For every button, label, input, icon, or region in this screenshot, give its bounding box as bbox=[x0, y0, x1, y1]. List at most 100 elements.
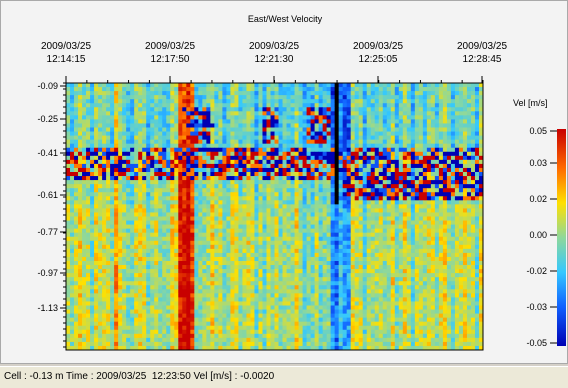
heatmap-cell bbox=[210, 233, 214, 237]
heatmap-cell bbox=[178, 119, 182, 123]
heatmap-cell bbox=[379, 128, 383, 132]
heatmap-cell bbox=[218, 132, 222, 136]
heatmap-cell bbox=[190, 192, 194, 196]
heatmap-cell bbox=[210, 160, 214, 164]
heatmap-cell bbox=[94, 176, 98, 180]
heatmap-cell bbox=[319, 152, 323, 156]
heatmap-cell bbox=[463, 148, 467, 152]
heatmap-cell bbox=[82, 152, 86, 156]
heatmap-cell bbox=[150, 188, 154, 192]
heatmap-cell bbox=[150, 172, 154, 176]
heatmap-cell bbox=[391, 87, 395, 91]
heatmap-cell bbox=[343, 128, 347, 132]
heatmap-cell bbox=[178, 160, 182, 164]
heatmap-cell bbox=[222, 148, 226, 152]
heatmap-cell bbox=[419, 237, 423, 241]
heatmap-cell bbox=[270, 99, 274, 103]
heatmap-cell bbox=[102, 253, 106, 257]
heatmap-cell bbox=[303, 225, 307, 229]
heatmap-cell bbox=[214, 87, 218, 91]
heatmap-cell bbox=[170, 172, 174, 176]
heatmap-cell bbox=[435, 265, 439, 269]
heatmap-cell bbox=[435, 95, 439, 99]
heatmap-cell bbox=[230, 200, 234, 204]
heatmap-cell bbox=[82, 83, 86, 87]
heatmap-cell bbox=[242, 261, 246, 265]
heatmap-cell bbox=[371, 212, 375, 216]
heatmap-cell bbox=[435, 184, 439, 188]
heatmap-cell bbox=[275, 99, 279, 103]
heatmap-cell bbox=[347, 107, 351, 111]
heatmap-cell bbox=[311, 128, 315, 132]
heatmap-cell bbox=[186, 229, 190, 233]
heatmap-cell bbox=[431, 140, 435, 144]
heatmap-cell bbox=[291, 221, 295, 225]
heatmap-cell bbox=[134, 192, 138, 196]
heatmap-cell bbox=[198, 111, 202, 115]
heatmap-cell bbox=[238, 156, 242, 160]
heatmap-cell bbox=[206, 269, 210, 273]
heatmap-cell bbox=[387, 152, 391, 156]
heatmap-cell bbox=[270, 160, 274, 164]
heatmap-cell bbox=[146, 225, 150, 229]
heatmap-cell bbox=[174, 136, 178, 140]
heatmap-cell bbox=[210, 164, 214, 168]
heatmap-cell bbox=[283, 261, 287, 265]
heatmap-cell bbox=[110, 156, 114, 160]
heatmap-cell bbox=[367, 245, 371, 249]
heatmap-cell bbox=[343, 103, 347, 107]
heatmap-cell bbox=[182, 265, 186, 269]
heatmap-cell bbox=[146, 180, 150, 184]
heatmap-cell bbox=[178, 132, 182, 136]
heatmap-cell bbox=[90, 245, 94, 249]
heatmap-cell bbox=[347, 144, 351, 148]
heatmap-cell bbox=[242, 217, 246, 221]
heatmap-cell bbox=[339, 140, 343, 144]
heatmap-cell bbox=[371, 107, 375, 111]
heatmap-cell bbox=[170, 140, 174, 144]
heatmap-cell bbox=[126, 119, 130, 123]
heatmap-cell bbox=[118, 136, 122, 140]
heatmap-cell bbox=[118, 221, 122, 225]
heatmap-cell bbox=[407, 152, 411, 156]
heatmap-cell bbox=[303, 168, 307, 172]
heatmap-cell bbox=[471, 91, 475, 95]
heatmap-cell bbox=[323, 257, 327, 261]
heatmap-cell bbox=[287, 132, 291, 136]
heatmap-cell bbox=[114, 233, 118, 237]
heatmap-cell bbox=[443, 196, 447, 200]
heatmap-cell bbox=[411, 261, 415, 265]
heatmap-cell bbox=[455, 103, 459, 107]
heatmap-cell bbox=[238, 237, 242, 241]
heatmap-cell bbox=[78, 152, 82, 156]
heatmap-cell bbox=[238, 257, 242, 261]
heatmap-cell bbox=[351, 233, 355, 237]
heatmap-cell bbox=[331, 87, 335, 91]
heatmap-cell bbox=[327, 132, 331, 136]
heatmap-cell bbox=[447, 217, 451, 221]
heatmap-cell bbox=[379, 245, 383, 249]
heatmap-cell bbox=[395, 200, 399, 204]
heatmap-cell bbox=[250, 241, 254, 245]
velocity-chart[interactable]: East/West Velocity 2009/03/2512:14:15200… bbox=[1, 1, 567, 363]
heatmap-cell bbox=[275, 261, 279, 265]
heatmap-cell bbox=[315, 265, 319, 269]
heatmap-cell bbox=[379, 164, 383, 168]
heatmap-cell bbox=[339, 132, 343, 136]
heatmap-cell bbox=[315, 83, 319, 87]
heatmap-cell bbox=[319, 245, 323, 249]
heatmap-cell bbox=[475, 249, 479, 253]
velocity-heatmap[interactable] bbox=[66, 83, 483, 350]
heatmap-cell bbox=[246, 95, 250, 99]
heatmap-cell bbox=[150, 160, 154, 164]
heatmap-cell bbox=[98, 160, 102, 164]
heatmap-cell bbox=[319, 103, 323, 107]
heatmap-cell bbox=[86, 119, 90, 123]
heatmap-cell bbox=[431, 229, 435, 233]
heatmap-cell bbox=[455, 245, 459, 249]
heatmap-cell bbox=[291, 261, 295, 265]
heatmap-cell bbox=[371, 172, 375, 176]
heatmap-cell bbox=[138, 261, 142, 265]
heatmap-cell bbox=[351, 123, 355, 127]
